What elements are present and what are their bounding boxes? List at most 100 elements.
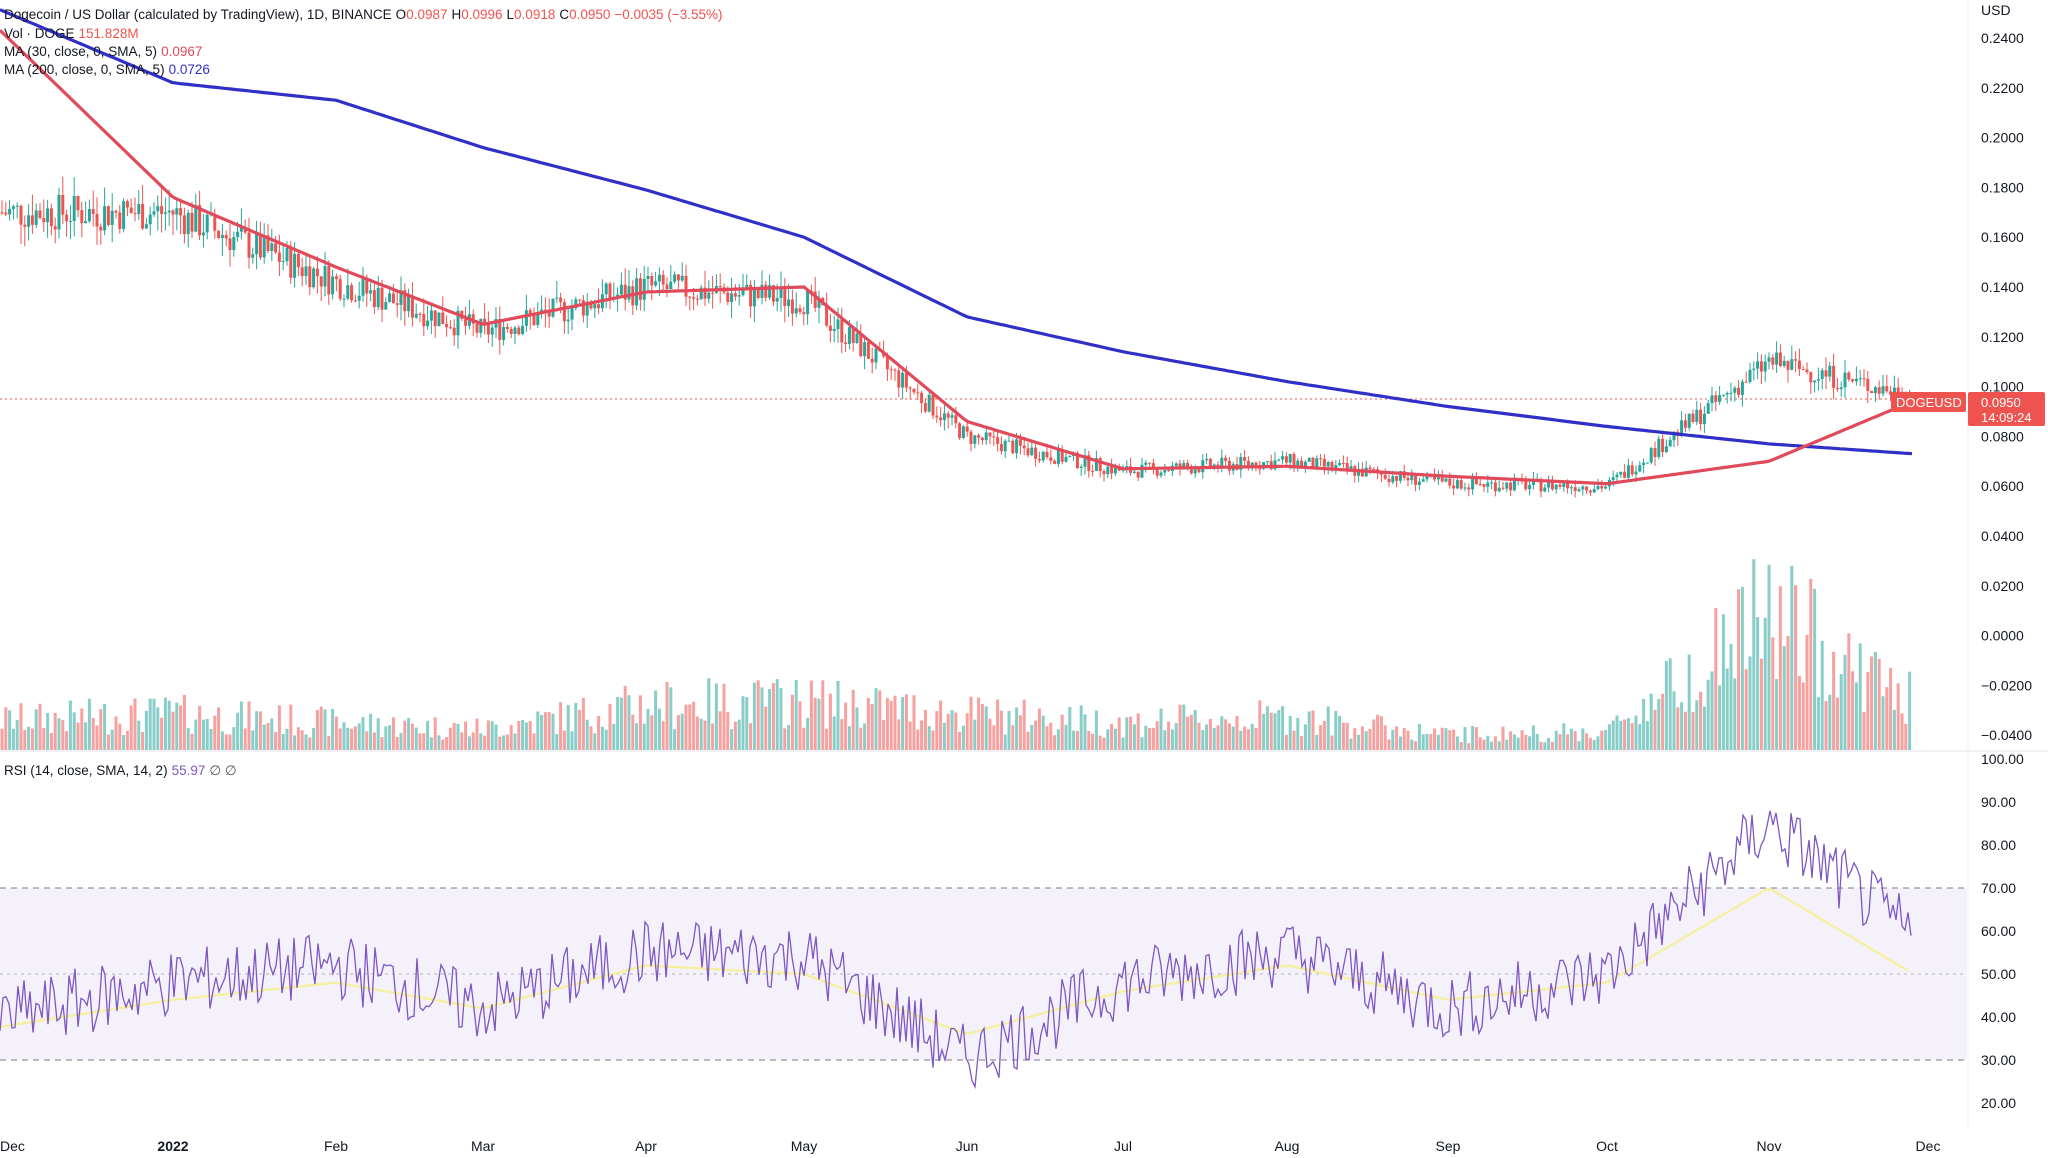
volume-bar [414,727,418,750]
candle-body [524,310,528,326]
candle-body [1577,489,1581,492]
candle-body [1189,467,1193,474]
volume-bar [536,711,540,750]
candle-body [388,293,392,302]
close-value: 0.0950 [569,7,611,22]
price-tick-label: 0.0200 [1981,578,2024,594]
candle-body [247,232,251,258]
volume-bar [1402,727,1406,750]
candle-body [205,214,209,233]
candle-body [1300,460,1304,467]
volume-bar [1478,737,1482,750]
candle-body [1714,395,1718,402]
price-tick-label: 0.1800 [1981,179,2024,195]
volume-bar [308,737,312,750]
candle-body [737,295,741,297]
volume-bar [1467,743,1471,750]
candle-body [627,286,631,300]
countdown-text: 14:09:24 [1981,410,2032,425]
candle-body [1224,457,1228,461]
ma200-legend[interactable]: MA (200, close, 0, SMA, 5) 0.0726 [4,61,214,79]
volume-bar [1193,710,1197,750]
candle-body [1015,439,1019,454]
volume-bar [1311,710,1315,750]
volume-bar [1269,712,1273,750]
volume-bar [1649,693,1653,750]
volume-bar [1463,727,1467,750]
volume-bar [1809,578,1813,750]
volume-bar [999,710,1003,750]
rsi-axis[interactable]: 100.00 90.00 80.00 70.00 60.00 50.00 40.00 30.0… [1981,751,2024,1111]
volume-bar [277,705,281,750]
change-value: −0.0035 (−3.55%) [614,7,723,22]
ma30-legend[interactable]: MA (30, close, 0, SMA, 5) 0.0967 [4,43,206,61]
candle-body [1406,477,1410,481]
volume-bar [1398,736,1402,750]
volume-bar [885,697,889,750]
volume-bar [1091,733,1095,750]
volume-bar [1452,729,1456,750]
candle-body [521,325,525,335]
volume-bar [1353,728,1357,750]
value-tag [1968,392,2045,426]
volume-legend[interactable]: Vol · DOGE 151.828M [4,25,143,43]
volume-bar [1824,701,1828,750]
candle-body [1368,467,1372,470]
volume-bar [1573,731,1577,750]
volume-bar [901,697,905,750]
volume-bar [1007,711,1011,750]
candle-body [1410,473,1414,481]
volume-bar [198,706,202,750]
price-tick-label: 0.0800 [1981,428,2024,444]
volume-bar [167,700,171,750]
candle-body [893,369,897,371]
volume-bar [954,712,958,750]
candle-body [1436,477,1440,480]
candle-body [1528,484,1532,490]
candle-body [152,211,156,215]
volume-bar [1288,715,1292,750]
volume-bar [1292,730,1296,750]
rsi-legend[interactable]: RSI (14, close, SMA, 14, 2) 55.97 ∅ ∅ [4,762,241,780]
candle-body [464,318,468,326]
candle-body [574,299,578,309]
candle-body [190,212,194,232]
candle-body [1087,455,1091,471]
volume-bar [730,729,734,750]
candle-body [863,342,867,357]
candle-body [57,194,61,230]
volume-bar [916,729,920,750]
volume-bar [460,732,464,750]
volume-bar [1535,733,1539,750]
candle-body [437,312,441,327]
candle-body [680,275,684,281]
volume-bar [1110,723,1114,750]
candle-body [1258,468,1262,470]
volume-bar [1174,722,1178,750]
price-axis[interactable]: 0.2400 0.2200 0.2000 0.1800 0.1600 0.1400 0.12… [1981,30,2032,743]
candle-body [1136,471,1140,478]
volume-bar [471,732,475,750]
candle-body [1338,462,1342,466]
volume-bar [1395,726,1399,750]
volume-bar [179,705,183,750]
candle-body [300,267,304,277]
candle-body [760,284,764,298]
volume-bar [1604,730,1608,750]
time-tick-label: Mar [471,1138,495,1154]
volume-bar [1444,728,1448,750]
volume-bar [794,680,798,750]
volume-bar [764,706,768,750]
candle-body [802,312,806,315]
volume-bar [1208,718,1212,750]
volume-bar [1148,727,1152,750]
volume-bar [456,723,460,750]
candle-body [452,327,456,336]
main-legend[interactable]: Dogecoin / US Dollar (calculated by Trad… [4,6,726,24]
volume-bar [1820,640,1824,750]
time-axis[interactable]: Dec 2022 Feb Mar Apr May Jun Jul Aug Sep Oct Nov Dec [0,1138,1940,1154]
candle-body [76,196,80,211]
candle-body [1330,462,1334,470]
candle-body [840,319,844,343]
